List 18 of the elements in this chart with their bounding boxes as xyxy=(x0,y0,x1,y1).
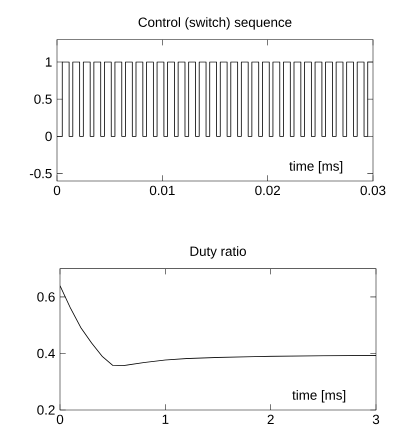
x-tick-label: 2 xyxy=(268,414,274,424)
y-tick-label: 0.2 xyxy=(37,405,55,415)
x-tick-label: 3 xyxy=(372,414,380,424)
y-tick-label: 0.5 xyxy=(34,94,52,104)
x-tick-label: 0 xyxy=(56,414,64,424)
x-axis-title: time [ms] xyxy=(289,161,342,174)
chart-title: Control (switch) sequence xyxy=(138,17,292,30)
x-tick-label: 1 xyxy=(162,414,168,424)
y-tick-label: 0.4 xyxy=(37,348,55,358)
y-tick-label: 1 xyxy=(46,57,52,67)
x-tick-label: 0.03 xyxy=(360,186,386,196)
chart-title: Duty ratio xyxy=(190,246,246,259)
x-tick-label: 0.02 xyxy=(255,186,280,196)
y-tick-label: 0 xyxy=(45,132,52,142)
y-tick-label: 0.6 xyxy=(37,292,55,302)
x-tick-label: 0.01 xyxy=(150,186,175,196)
y-tick-label: -0.5 xyxy=(30,168,52,178)
x-axis-title: time [ms] xyxy=(292,390,346,402)
